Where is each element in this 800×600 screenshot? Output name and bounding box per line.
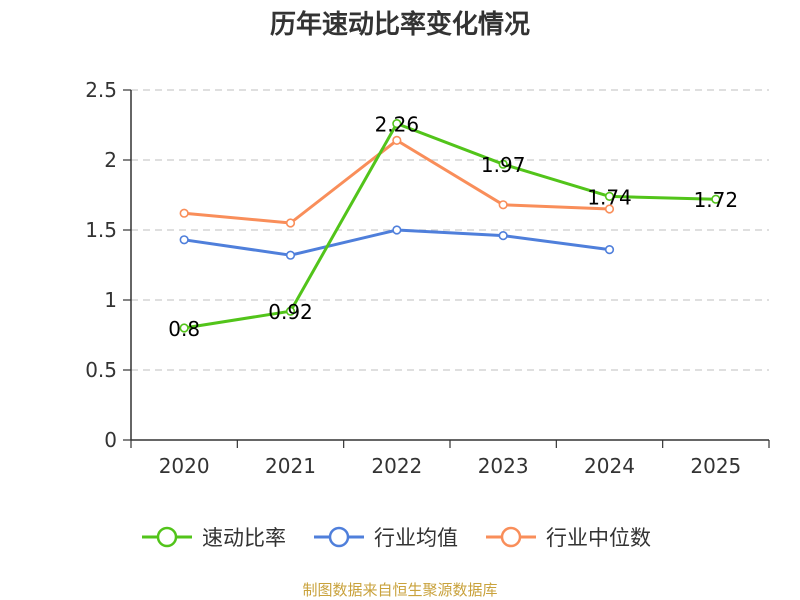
data-label-layer: 0.8 0.92 2.26 1.97 1.74 1.72 (168, 113, 738, 341)
legend-label: 速动比率 (202, 526, 286, 550)
data-label: 1.74 (587, 185, 632, 209)
data-point (392, 135, 402, 145)
x-tick-label: 2020 (159, 454, 210, 478)
data-point (392, 225, 402, 235)
legend-label: 行业中位数 (546, 526, 651, 550)
y-tick-label: 0 (104, 428, 117, 452)
legend: 速动比率 行业均值 行业中位数 (142, 526, 651, 550)
y-tick-label: 1.5 (85, 218, 117, 242)
legend-marker (500, 526, 522, 548)
series-line-3 (184, 138, 610, 225)
data-point (285, 250, 296, 260)
series-line-1 (183, 122, 716, 330)
x-tick-label: 2023 (478, 454, 529, 478)
data-point (604, 191, 615, 201)
data-point (498, 231, 508, 241)
data-point (604, 245, 615, 255)
data-point (392, 118, 402, 129)
data-point (711, 194, 721, 204)
data-point (285, 306, 296, 316)
data-point (179, 235, 189, 245)
x-tick-label: 2022 (371, 454, 422, 478)
data-label: 0.92 (268, 300, 313, 324)
data-point (498, 200, 508, 210)
data-label: 0.8 (168, 317, 200, 341)
legend-marker (328, 526, 350, 548)
data-label: 2.26 (375, 113, 420, 137)
x-tick-label: 2025 (690, 454, 741, 478)
y-tick-label: 2 (104, 148, 117, 172)
axis-layer: 0 0.5 1 1.5 2 2.5 2020 2021 2022 2023 2024 2025 (85, 78, 770, 478)
source-note: 制图数据来自恒生聚源数据库 (302, 581, 497, 599)
data-point (179, 323, 189, 333)
y-tick-label: 2.5 (85, 78, 117, 102)
legend-marker (156, 526, 178, 548)
data-point (285, 218, 296, 228)
data-point (604, 204, 615, 214)
grid-layer (131, 89, 769, 371)
data-point (179, 208, 189, 218)
data-label: 1.97 (481, 153, 526, 177)
data-point (498, 159, 508, 169)
legend-label: 行业均值 (374, 526, 458, 550)
y-tick-label: 0.5 (85, 358, 117, 382)
chart-title: 历年速动比率变化情况 (270, 9, 530, 40)
x-tick-label: 2024 (584, 454, 635, 478)
data-label: 1.72 (694, 188, 739, 212)
y-tick-label: 1 (104, 288, 117, 312)
x-tick-label: 2021 (265, 454, 316, 478)
series-layer (179, 118, 721, 333)
